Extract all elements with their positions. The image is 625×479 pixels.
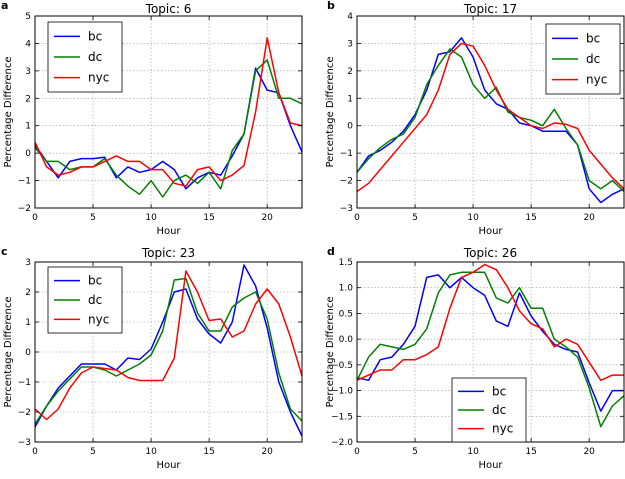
x-tick-label: 0 [32,213,38,223]
panel-title: Topic: 26 [463,246,517,260]
legend-label-nyc: nyc [88,312,109,326]
series-line-nyc [356,42,625,193]
y-tick-label: 5 [25,12,31,22]
legend-label-bc: bc [586,31,600,45]
legend: bc dc nyc [47,21,123,93]
y-tick-label: 3 [347,39,353,49]
x-tick-label: 0 [32,447,38,457]
y-tick-label: 0 [25,348,31,358]
y-tick-label: 2 [347,67,353,77]
y-tick-label: −1 [18,177,31,187]
legend-label-bc: bc [88,29,102,43]
y-tick-label: 1 [347,94,353,104]
y-axis-label: Percentage Difference [3,297,14,408]
x-axis-label: Hour [478,226,503,237]
series-line-nyc [34,37,303,187]
x-axis-label: Hour [478,460,503,471]
y-tick-label: −3 [340,204,353,214]
y-tick-label: 1.5 [339,258,353,268]
y-tick-label: −3 [18,438,31,448]
x-tick-label: 20 [583,447,595,457]
x-tick-label: 5 [412,213,418,223]
y-tick-label: −1 [18,378,31,388]
y-tick-label: 2 [25,94,31,104]
legend-label-nyc: nyc [492,422,513,436]
y-tick-label: 2 [25,288,31,298]
legend: bc dc nyc [545,23,621,95]
y-tick-label: −2 [340,177,353,187]
x-tick-label: 20 [583,213,595,223]
y-axis-label: Percentage Difference [325,297,336,408]
panel-title: Topic: 17 [463,2,517,16]
y-tick-label: −0.5 [331,361,353,371]
panel-letter: a [1,0,8,12]
y-tick-label: 0 [347,122,353,132]
x-axis-label: Hour [156,460,181,471]
panel-letter: d [327,245,335,258]
y-tick-label: 4 [347,12,353,22]
plot-frame [34,15,303,209]
y-tick-label: −1 [340,149,353,159]
series-line-dc [356,271,625,428]
x-tick-label: 20 [261,447,273,457]
legend-label-dc: dc [586,52,600,66]
x-tick-label: 10 [145,447,157,457]
legend-label-bc: bc [88,274,102,288]
panel-b: 0 5 10 15 20 −3 −2 −1 0 1 2 3 4 b Topic: 17 Hour Percent… [325,0,625,237]
x-tick-label: 15 [203,213,214,223]
y-tick-label: 0 [25,149,31,159]
y-tick-label: 1.0 [339,284,354,294]
x-tick-label: 5 [90,213,96,223]
series-line-nyc [356,263,624,382]
legend-label-dc: dc [88,293,102,307]
series-line-dc [34,277,303,425]
y-tick-label: 0.5 [339,309,353,319]
panel-c: 0 5 10 15 20 −3 −2 −1 0 1 2 3 c Topic: 23 Hour Percenta… [1,245,303,471]
panel-letter: c [1,245,8,258]
x-tick-label: 20 [261,213,273,223]
legend-label-dc: dc [88,50,102,64]
x-tick-label: 5 [412,447,418,457]
y-tick-label: −1.0 [331,387,353,397]
x-tick-label: 0 [354,447,360,457]
legend: bc dc nyc [47,266,123,334]
y-tick-label: 3 [25,258,31,268]
y-tick-label: −2.0 [331,438,353,448]
y-tick-label: 4 [25,39,31,49]
series-line-bc [356,274,624,412]
y-tick-label: −2 [18,204,31,214]
panel-letter: b [327,0,335,12]
series-line-dc [356,48,625,193]
x-tick-label: 10 [467,447,479,457]
y-tick-label: 1 [25,122,31,132]
y-tick-label: −2 [18,408,31,418]
legend-label-nyc: nyc [586,73,607,87]
panel-d: 0 5 10 15 20 −2.0 −1.5 −1.0 −0.5 0.0 0.5 1.0 1.5 d Top… [325,245,625,471]
x-tick-label: 5 [90,447,96,457]
x-tick-label: 15 [203,447,214,457]
y-tick-label: 3 [25,67,31,77]
y-tick-label: −1.5 [331,412,353,422]
panel-title: Topic: 23 [141,246,195,260]
legend-label-nyc: nyc [88,71,109,85]
legend: bc dc nyc [451,377,527,443]
x-axis-label: Hour [156,226,181,237]
y-tick-label: 1 [25,318,31,328]
plot-frame [356,15,625,209]
x-tick-label: 10 [145,213,157,223]
x-tick-label: 15 [525,447,536,457]
y-axis-label: Percentage Difference [3,57,14,168]
x-tick-label: 10 [467,213,479,223]
panel-a: 0 5 10 15 20 −2 −1 0 1 2 3 4 5 a Topic: 6 Hour Percentag… [1,0,303,237]
panel-title: Topic: 6 [145,2,192,16]
legend-label-bc: bc [492,384,506,398]
x-tick-label: 15 [525,213,536,223]
y-tick-label: 0.0 [339,335,354,345]
series-line-nyc [34,270,303,421]
legend-label-dc: dc [492,403,506,417]
x-tick-label: 0 [354,213,360,223]
y-axis-label: Percentage Difference [325,57,336,168]
series-line-bc [34,67,303,190]
